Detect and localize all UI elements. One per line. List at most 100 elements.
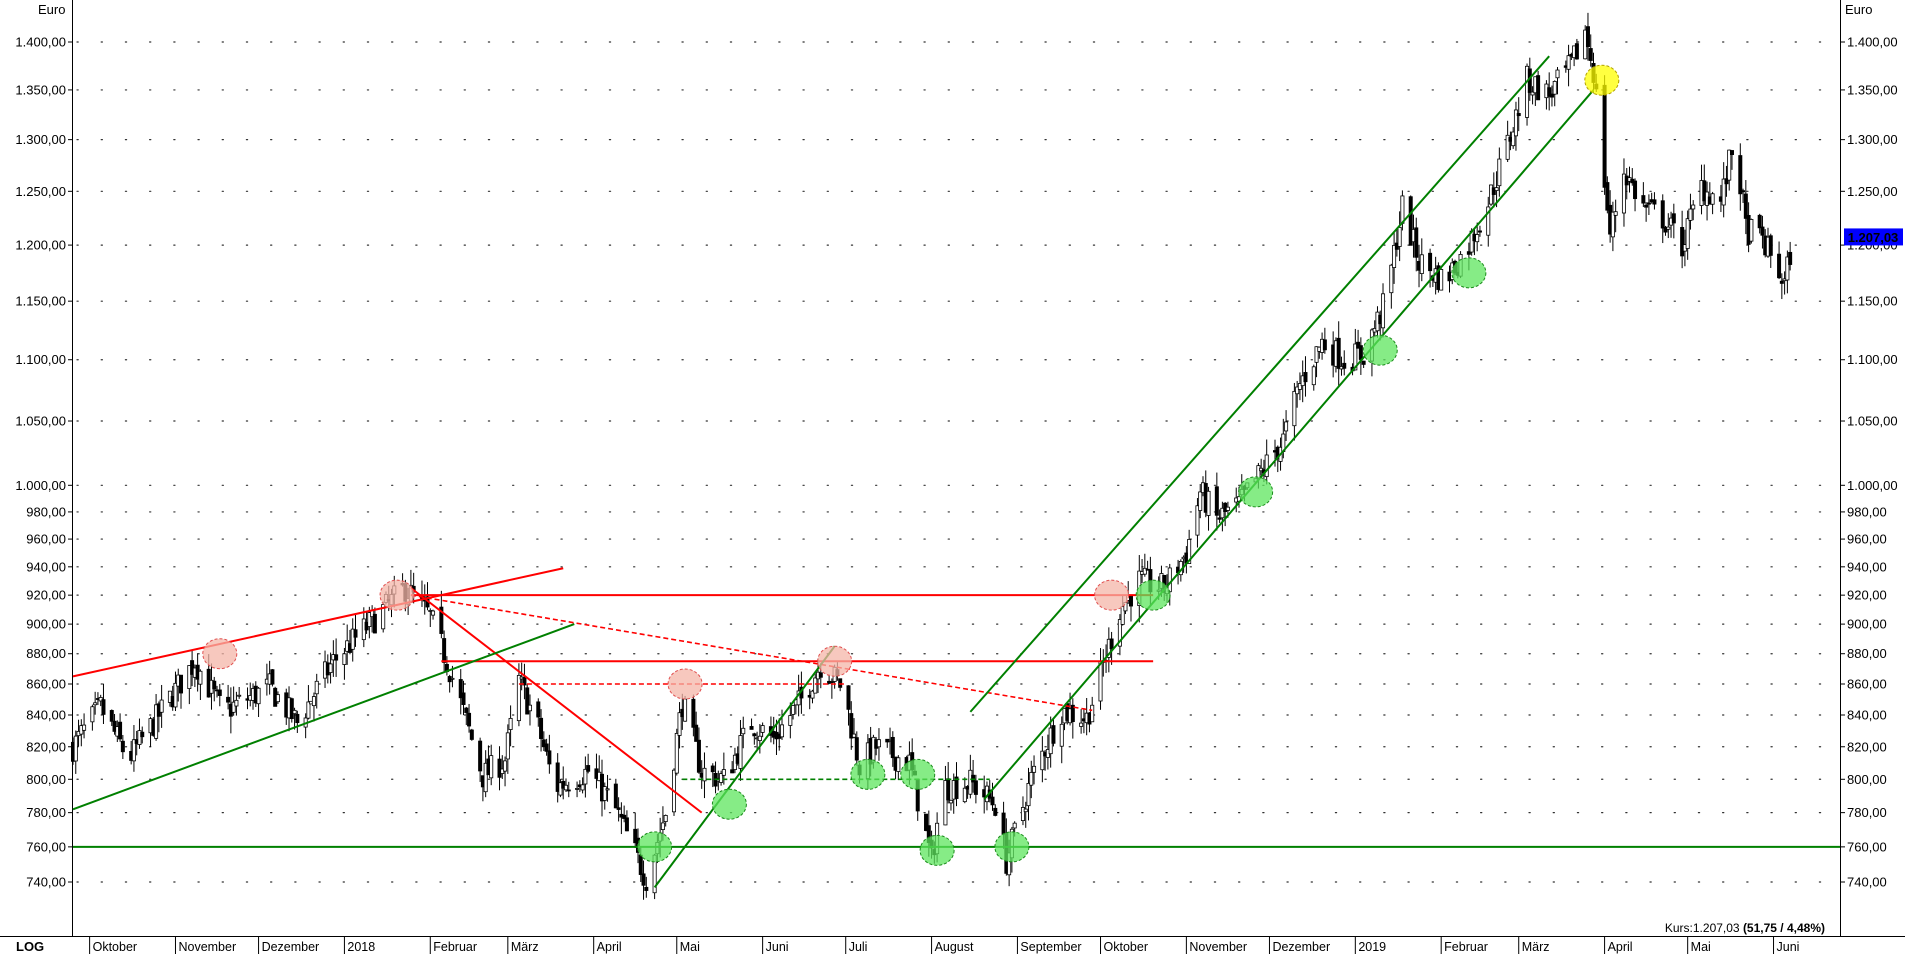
last-price-value: 1.207,03 xyxy=(1848,230,1899,245)
candle-body xyxy=(187,665,192,689)
candle-body xyxy=(788,715,793,726)
candle-body xyxy=(1511,131,1516,147)
candle-body xyxy=(555,762,560,792)
candle-body xyxy=(890,736,895,759)
y-tick-label-left: 860,00 xyxy=(26,677,66,692)
candle-body xyxy=(256,687,261,705)
y-tick-label-left: 800,00 xyxy=(26,772,66,787)
candle-body xyxy=(1621,173,1626,214)
candle-body xyxy=(1688,208,1693,221)
month-label: Juni xyxy=(766,940,789,954)
candle-body xyxy=(791,705,796,715)
candle-body xyxy=(694,724,699,742)
candle-body xyxy=(1779,280,1784,284)
candle-body xyxy=(1439,269,1444,291)
candle-body xyxy=(943,780,948,826)
support-line xyxy=(72,623,575,811)
candle-body xyxy=(1749,219,1754,242)
candle-body xyxy=(616,807,621,810)
candle-body xyxy=(503,760,508,772)
y-tick-label-right: 1.050,00 xyxy=(1847,414,1898,429)
candle-body xyxy=(1605,182,1610,211)
candle-body xyxy=(702,767,707,782)
candle-body xyxy=(334,654,339,661)
y-tick-label-right: 880,00 xyxy=(1847,646,1887,661)
month-label: Oktober xyxy=(93,940,137,954)
candle-body xyxy=(508,717,513,730)
candle-body xyxy=(1724,178,1729,185)
signal-marker-red xyxy=(202,638,238,670)
candle-body xyxy=(547,750,552,765)
candle-body xyxy=(295,713,300,724)
candle-body xyxy=(1602,84,1607,188)
candle-body xyxy=(1284,421,1289,432)
candle-body xyxy=(583,768,588,785)
month-label: November xyxy=(178,940,236,954)
candle-body xyxy=(624,817,629,832)
kurs-value: Kurs:1.207,03 xyxy=(1665,921,1743,935)
candle-body xyxy=(328,663,333,673)
candle-body xyxy=(1702,180,1707,202)
candle-body xyxy=(829,681,834,684)
candle-body xyxy=(1610,211,1615,238)
candle-body xyxy=(663,815,668,822)
y-tick-label-right: 1.100,00 xyxy=(1847,352,1898,367)
candle-body xyxy=(234,699,239,707)
candle-body xyxy=(497,758,502,778)
candle-body xyxy=(1491,187,1496,195)
y-tick-label-right: 1.350,00 xyxy=(1847,82,1898,97)
candle-body xyxy=(752,733,757,737)
month-label: Mai xyxy=(680,940,700,954)
candle-body xyxy=(1729,150,1734,155)
candle-body xyxy=(741,727,746,735)
candle-body xyxy=(109,710,114,722)
candle-body xyxy=(1109,638,1114,650)
candle-body xyxy=(522,676,527,686)
candle-body xyxy=(1547,87,1552,97)
candle-body xyxy=(439,606,444,634)
y-tick-label-left: 780,00 xyxy=(26,805,66,820)
candle-body xyxy=(1680,227,1685,257)
candle-body xyxy=(1342,362,1347,369)
candle-body xyxy=(1400,195,1405,224)
month-label: März xyxy=(511,940,539,954)
candle-body xyxy=(1710,193,1715,205)
candle-body xyxy=(710,765,715,773)
candle-body xyxy=(82,724,87,731)
candle-body xyxy=(580,784,585,791)
month-label: Juni xyxy=(1777,940,1800,954)
candle-body xyxy=(226,696,231,703)
candle-body xyxy=(1040,750,1045,771)
candle-body xyxy=(1777,253,1782,279)
candle-body xyxy=(1361,360,1366,365)
candle-body xyxy=(1059,723,1064,747)
candle-body xyxy=(314,680,319,695)
candle-body xyxy=(1295,386,1300,395)
candle-body xyxy=(660,822,665,830)
candle-body xyxy=(306,701,311,719)
y-tick-label-right: 960,00 xyxy=(1847,532,1887,547)
grid-dots xyxy=(76,41,1837,883)
y-tick-label-left: 820,00 xyxy=(26,739,66,754)
candle-body xyxy=(1768,235,1773,256)
y-tick-label-left: 1.250,00 xyxy=(15,184,66,199)
candle-body xyxy=(173,682,178,708)
candle-body xyxy=(990,796,995,806)
y-tick-label-left: 960,00 xyxy=(26,532,66,547)
candle-body xyxy=(1120,606,1125,625)
candle-body xyxy=(566,789,571,792)
candle-body xyxy=(442,638,447,663)
candle-body xyxy=(719,773,724,783)
candle-body xyxy=(275,694,280,703)
candle-body xyxy=(1536,75,1541,101)
signal-marker-red xyxy=(667,668,703,700)
candle-body xyxy=(1187,539,1192,564)
candle-body xyxy=(1142,567,1147,575)
candle-body xyxy=(1785,256,1790,281)
candle-body xyxy=(1566,55,1571,70)
y-tick-label-left: 900,00 xyxy=(26,617,66,632)
candle-body xyxy=(311,696,316,707)
y-tick-label-right: 760,00 xyxy=(1847,839,1887,854)
y-tick-label-left: 740,00 xyxy=(26,875,66,890)
signal-marker-green xyxy=(900,758,936,790)
